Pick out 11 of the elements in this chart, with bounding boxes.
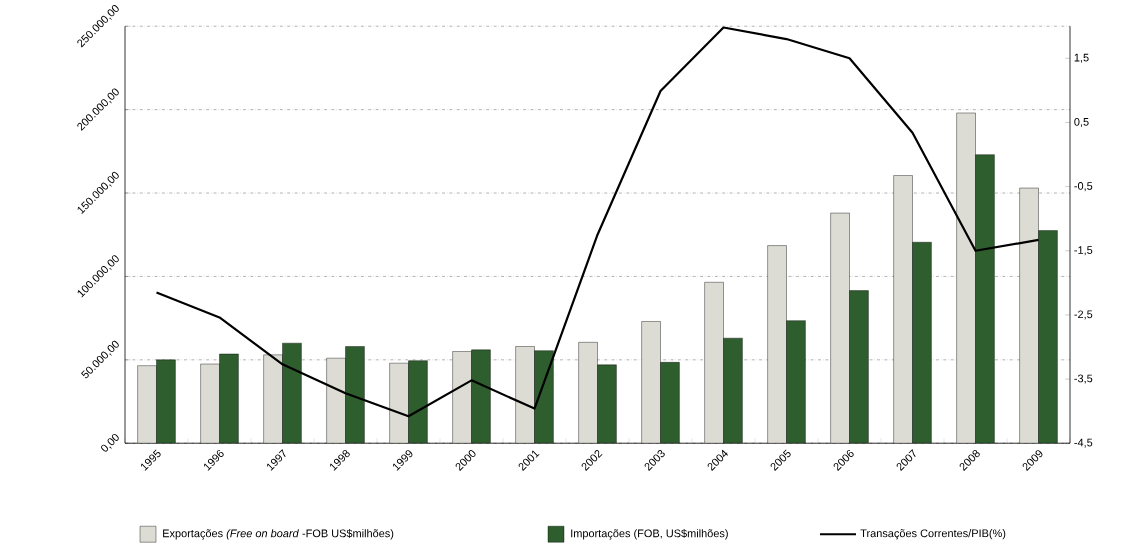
y2-tick-label: 1,5 (1074, 53, 1089, 63)
y2-tick-label: -1,5 (1074, 246, 1093, 256)
y2-tick-label: -0,5 (1074, 182, 1093, 192)
y2-tick-label: 0,5 (1074, 117, 1089, 127)
y2-tick-label: -3,5 (1074, 374, 1093, 384)
legend-label: Exportações (Free on board -FOB US$milhões) (163, 528, 394, 540)
legend-label: Importações (FOB, US$milhões) (571, 528, 728, 540)
y-tick-label: 0,00 (101, 433, 119, 452)
y2-tick-label: -4,5 (1074, 438, 1093, 448)
y2-tick-label: -2,5 (1074, 310, 1093, 320)
legend-label: Transações Correntes/PIB(%) (860, 529, 1006, 540)
